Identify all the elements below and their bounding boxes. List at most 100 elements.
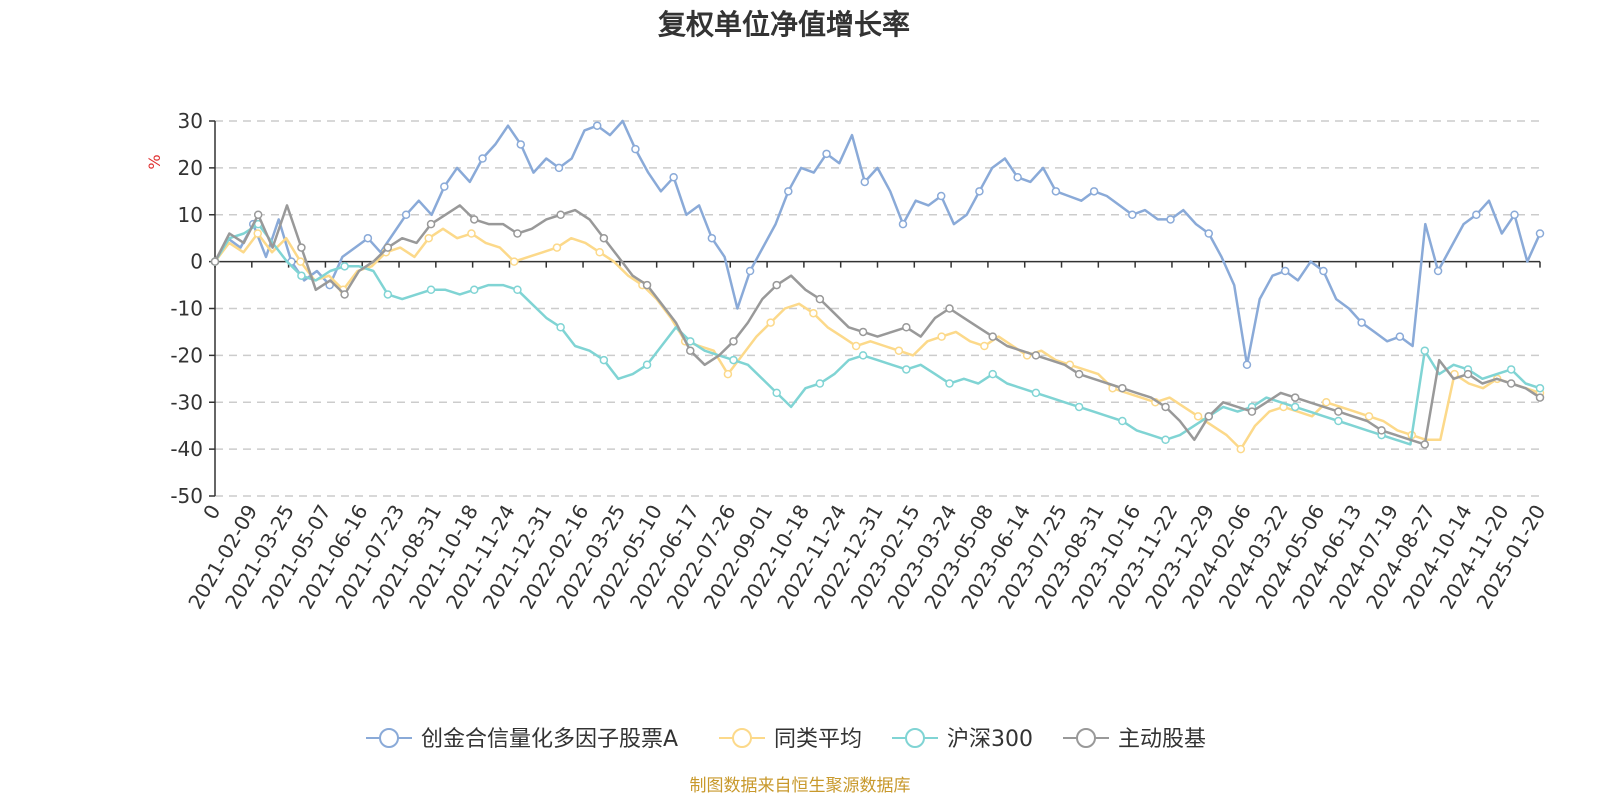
source-note: 制图数据来自恒生聚源数据库 (690, 776, 911, 796)
series-point-2 (1420, 346, 1430, 355)
series-point-3 (1118, 383, 1127, 393)
series-point-2 (297, 271, 306, 280)
series-point-0 (516, 140, 526, 149)
series-point-2 (1290, 402, 1300, 412)
y-tick-label: -40 (170, 437, 203, 461)
series-point-3 (686, 346, 695, 355)
y-tick-label: -10 (170, 297, 203, 321)
series-point-2 (1031, 388, 1041, 398)
series-point-1 (937, 332, 946, 341)
series-point-0 (1013, 173, 1022, 182)
series-point-3 (599, 233, 609, 243)
series-point-2 (513, 285, 522, 294)
series-point-0 (1128, 210, 1137, 219)
legend-marker-1 (732, 728, 752, 748)
y-axis: 30 20 10 0 -10 -20 -30 -40 -50 (170, 109, 216, 508)
series-point-3 (513, 229, 522, 238)
series-point-1 (723, 369, 733, 379)
legend-label-0: 创金合信量化多因子股票A (421, 727, 678, 752)
series-point-2 (858, 351, 868, 360)
plot-area (210, 119, 1545, 454)
series-point-2 (772, 388, 781, 398)
series-point-2 (1334, 416, 1343, 426)
series-point-2 (556, 323, 565, 332)
series-point-0 (631, 144, 640, 154)
series-point-1 (1322, 398, 1331, 407)
series-point-2 (815, 379, 825, 388)
series-point-3 (815, 294, 825, 304)
legend-marker-3 (1076, 728, 1096, 748)
legend: 创金合信量化多因子股票A 同类平均 沪深300 主动股基 (366, 727, 1206, 752)
series-point-2 (340, 262, 349, 271)
series-point-3 (340, 290, 349, 299)
series-point-1 (1193, 412, 1203, 421)
series-point-0 (784, 187, 793, 196)
series-point-3 (902, 323, 911, 332)
series-point-1 (851, 341, 861, 351)
series-point-3 (1031, 351, 1041, 360)
y-axis-label: % (145, 154, 164, 169)
series-point-3 (729, 337, 738, 346)
series-point-3 (253, 210, 263, 219)
legend-marker-0 (379, 728, 399, 748)
series-point-0 (1535, 229, 1545, 238)
series-point-0 (898, 219, 908, 229)
series-point-2 (1535, 383, 1545, 393)
series-point-0 (401, 210, 411, 219)
series-point-2 (945, 379, 954, 388)
series-point-1 (766, 318, 775, 327)
series-point-2 (469, 285, 479, 294)
series-line-3 (213, 204, 1541, 446)
series-point-1 (253, 229, 262, 238)
series-point-2 (1074, 402, 1084, 412)
series-point-1 (552, 243, 562, 252)
series-point-3 (858, 327, 868, 337)
series-point-3 (297, 243, 306, 252)
series-point-3 (1463, 369, 1473, 379)
series-point-2 (902, 365, 911, 374)
series-point-0 (1204, 229, 1213, 238)
legend-label-3: 主动股基 (1118, 727, 1206, 752)
series-point-3 (556, 210, 565, 219)
series-point-3 (1377, 426, 1386, 435)
series-point-1 (1236, 444, 1246, 454)
series-point-0 (1433, 266, 1443, 276)
y-tick-label: -50 (170, 484, 203, 508)
series-point-2 (1161, 435, 1170, 444)
legend-marker-2 (905, 728, 925, 748)
series-point-1 (509, 257, 519, 266)
series-point-0 (1089, 187, 1099, 196)
series-point-0 (822, 149, 831, 159)
series-point-3 (210, 257, 220, 266)
series-line-2 (213, 222, 1541, 446)
series-point-3 (1074, 369, 1084, 379)
y-tick-label: 0 (190, 250, 203, 274)
series-point-0 (1357, 318, 1366, 327)
series-point-3 (1290, 393, 1300, 402)
chart-title: 复权单位净值增长率 (658, 8, 910, 41)
series-point-0 (1166, 215, 1175, 224)
series-point-1 (809, 308, 818, 318)
series-line-0 (213, 119, 1542, 367)
series-point-2 (599, 355, 609, 365)
series-point-0 (1510, 210, 1519, 219)
series-point-0 (936, 191, 946, 201)
series-point-2 (1118, 416, 1127, 426)
series-point-3 (1420, 440, 1430, 449)
series-point-0 (1051, 187, 1061, 196)
x-tick-label: 0 (198, 501, 225, 524)
series-point-3 (1506, 379, 1516, 388)
series-point-0 (707, 233, 717, 243)
series-point-0 (1319, 266, 1328, 276)
series-point-0 (1242, 360, 1252, 369)
series-point-3 (988, 332, 997, 341)
series-point-0 (1280, 266, 1290, 276)
series-point-3 (469, 215, 479, 224)
series-point-0 (478, 154, 487, 163)
x-axis: 02021-02-092021-03-252021-05-072021-06-1… (183, 260, 1550, 613)
series-point-0 (363, 233, 373, 243)
series-point-1 (296, 257, 305, 266)
series-point-2 (988, 369, 997, 379)
series-point-2 (383, 290, 393, 299)
